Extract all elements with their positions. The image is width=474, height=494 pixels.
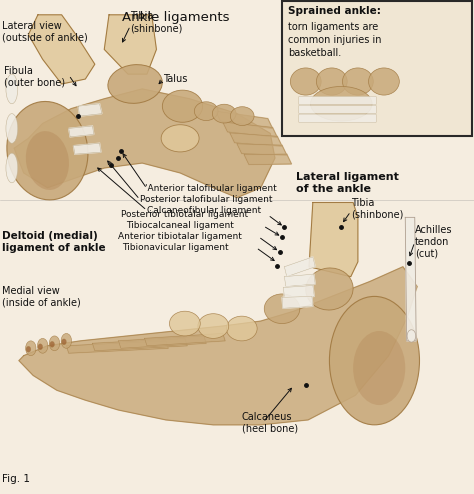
Polygon shape — [230, 133, 282, 146]
Polygon shape — [237, 144, 287, 155]
Ellipse shape — [6, 74, 18, 104]
Polygon shape — [104, 15, 156, 74]
Text: Posterior talofibular ligament: Posterior talofibular ligament — [140, 195, 273, 204]
Polygon shape — [92, 338, 187, 351]
Text: Fibula
(outer bone): Fibula (outer bone) — [4, 66, 65, 87]
Ellipse shape — [198, 314, 228, 338]
Text: Ankle ligaments: Ankle ligaments — [122, 11, 229, 24]
Polygon shape — [118, 336, 206, 348]
Ellipse shape — [62, 339, 66, 345]
Polygon shape — [284, 257, 315, 277]
Polygon shape — [309, 203, 358, 277]
Text: Tibiocalcaneal ligament: Tibiocalcaneal ligament — [126, 221, 234, 230]
Ellipse shape — [230, 107, 254, 125]
Ellipse shape — [61, 333, 72, 348]
Bar — [282, 1, 472, 136]
Ellipse shape — [227, 316, 257, 341]
Ellipse shape — [310, 86, 372, 121]
Polygon shape — [405, 217, 416, 341]
Ellipse shape — [290, 68, 321, 95]
Text: Tibia
(shinbone): Tibia (shinbone) — [351, 198, 403, 219]
Ellipse shape — [329, 296, 419, 425]
Ellipse shape — [6, 114, 18, 143]
Text: Achilles
tendon
(cut): Achilles tendon (cut) — [415, 225, 452, 259]
FancyBboxPatch shape — [299, 114, 376, 123]
Polygon shape — [78, 104, 102, 116]
Polygon shape — [28, 15, 95, 84]
Ellipse shape — [342, 68, 373, 95]
Text: Calcaneofibular ligament: Calcaneofibular ligament — [147, 206, 261, 215]
Polygon shape — [19, 267, 417, 425]
Polygon shape — [66, 341, 168, 353]
Text: Medial view
(inside of ankle): Medial view (inside of ankle) — [2, 286, 81, 307]
Polygon shape — [69, 126, 94, 137]
Text: Talus: Talus — [164, 74, 188, 84]
Polygon shape — [73, 143, 101, 154]
Ellipse shape — [353, 331, 405, 405]
Text: 'Anterior talofibular ligament: 'Anterior talofibular ligament — [145, 184, 276, 193]
Ellipse shape — [108, 65, 162, 103]
Polygon shape — [283, 286, 314, 298]
Text: Sprained ankle:: Sprained ankle: — [288, 6, 381, 16]
Ellipse shape — [162, 90, 203, 123]
Ellipse shape — [49, 336, 60, 351]
Ellipse shape — [407, 330, 416, 342]
Ellipse shape — [194, 102, 218, 121]
Ellipse shape — [38, 344, 43, 350]
Polygon shape — [216, 111, 273, 128]
Ellipse shape — [368, 68, 399, 95]
Ellipse shape — [37, 338, 48, 353]
Polygon shape — [145, 333, 225, 346]
Ellipse shape — [26, 346, 31, 352]
Ellipse shape — [212, 104, 236, 123]
Text: Calcaneus
(heel bone): Calcaneus (heel bone) — [242, 412, 298, 433]
Ellipse shape — [26, 131, 69, 190]
Text: Posterior tibiotalar ligament: Posterior tibiotalar ligament — [121, 210, 248, 219]
Ellipse shape — [6, 153, 18, 183]
Text: Anterior tibiotalar ligament: Anterior tibiotalar ligament — [118, 232, 241, 241]
Ellipse shape — [26, 341, 36, 356]
Ellipse shape — [161, 125, 199, 152]
Text: Tibia
(shinbone): Tibia (shinbone) — [130, 11, 182, 33]
Ellipse shape — [170, 311, 200, 336]
Polygon shape — [223, 122, 277, 137]
Text: Lateral ligament
of the ankle: Lateral ligament of the ankle — [296, 172, 399, 194]
Text: Deltoid (medial)
ligament of ankle: Deltoid (medial) ligament of ankle — [2, 231, 106, 253]
Ellipse shape — [316, 68, 347, 95]
Ellipse shape — [264, 294, 300, 324]
Text: torn ligaments are
common injuries in
basketball.: torn ligaments are common injuries in ba… — [288, 22, 381, 58]
Text: Tibionavicular ligament: Tibionavicular ligament — [122, 243, 229, 252]
FancyBboxPatch shape — [299, 96, 376, 105]
Text: Fig. 1: Fig. 1 — [2, 474, 30, 484]
Polygon shape — [282, 296, 313, 308]
Ellipse shape — [7, 101, 88, 200]
FancyBboxPatch shape — [299, 105, 376, 114]
Text: Lateral view
(outside of ankle): Lateral view (outside of ankle) — [2, 21, 88, 43]
Polygon shape — [14, 89, 275, 198]
Ellipse shape — [306, 268, 353, 310]
Ellipse shape — [50, 341, 55, 347]
Polygon shape — [284, 274, 315, 287]
Polygon shape — [244, 154, 292, 165]
